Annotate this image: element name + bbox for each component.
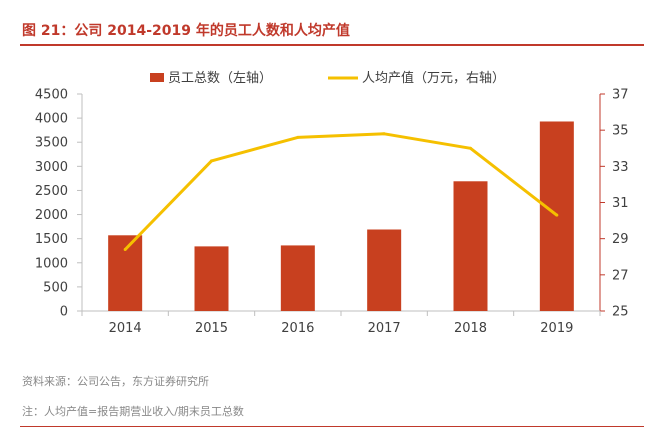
bar-employees-2018 xyxy=(453,181,488,311)
line-output-per-capita xyxy=(124,132,558,251)
left-tick-label: 3000 xyxy=(35,160,68,175)
left-tick-label: 3500 xyxy=(35,136,68,151)
legend-line-label: 人均产值（万元，右轴） xyxy=(362,70,505,86)
bar-employees-2017 xyxy=(367,229,402,311)
legend-bar-label: 员工总数（左轴） xyxy=(168,71,272,86)
left-tick-label: 4000 xyxy=(35,112,68,127)
point-output-per-capita-2018 xyxy=(469,146,472,150)
figure-title: 图 21：公司 2014-2019 年的员工人数和人均产值 xyxy=(22,23,350,39)
point-output-per-capita-2015 xyxy=(210,159,213,163)
title-rule xyxy=(20,44,644,46)
right-tick-label: 35 xyxy=(612,124,629,139)
bar-employees-2015 xyxy=(194,246,229,311)
x-tick-label: 2019 xyxy=(540,321,573,336)
right-tick-label: 27 xyxy=(612,268,629,283)
x-tick-label: 2015 xyxy=(195,321,228,336)
bars xyxy=(108,121,574,311)
line-series xyxy=(123,132,559,252)
bar-employees-2016 xyxy=(280,245,315,311)
left-tick-label: 4500 xyxy=(35,88,68,103)
right-tick-label: 33 xyxy=(612,160,629,175)
x-tick-label: 2017 xyxy=(368,321,401,336)
left-tick-label: 1000 xyxy=(35,256,68,271)
legend-bar-swatch xyxy=(150,73,164,82)
right-axis: 25 27 29 31 33 35 37 xyxy=(599,88,629,320)
x-axis: 2014 2015 2016 2017 2018 2019 xyxy=(81,310,601,336)
right-tick-label: 31 xyxy=(612,196,629,211)
right-tick-label: 25 xyxy=(612,305,629,320)
bar-employees-2014 xyxy=(108,235,143,311)
source-note: 资料来源：公司公告，东方证券研究所 xyxy=(22,375,209,388)
right-tick-label: 37 xyxy=(612,88,629,103)
left-tick-label: 2000 xyxy=(35,208,68,223)
footnote: 注：人均产值=报告期营业收入/期末员工总数 xyxy=(22,405,244,418)
x-tick-label: 2016 xyxy=(281,321,314,336)
x-tick-label: 2018 xyxy=(454,321,487,336)
left-axis: 0 500 1000 1500 2000 2500 3000 3500 4000 4500 xyxy=(35,88,83,320)
point-output-per-capita-2019 xyxy=(555,213,559,217)
right-tick-label: 29 xyxy=(612,232,629,247)
point-output-per-capita-2014 xyxy=(123,248,127,252)
bottom-rule xyxy=(20,426,644,427)
left-tick-label: 0 xyxy=(60,305,68,320)
point-output-per-capita-2017 xyxy=(382,132,386,136)
legend: 员工总数（左轴） 人均产值（万元，右轴） xyxy=(150,70,505,86)
left-tick-label: 500 xyxy=(43,280,68,295)
x-tick-label: 2014 xyxy=(109,321,142,336)
left-tick-label: 2500 xyxy=(35,184,68,199)
left-tick-label: 1500 xyxy=(35,232,68,247)
point-output-per-capita-2016 xyxy=(296,135,300,139)
